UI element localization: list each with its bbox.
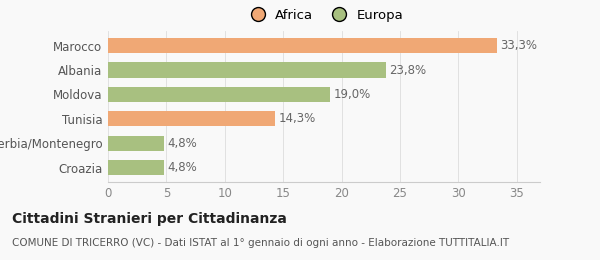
Legend: Africa, Europa: Africa, Europa bbox=[245, 9, 403, 22]
Bar bbox=[108, 62, 386, 77]
Text: 4,8%: 4,8% bbox=[167, 137, 197, 150]
Text: 33,3%: 33,3% bbox=[500, 39, 538, 52]
Text: COMUNE DI TRICERRO (VC) - Dati ISTAT al 1° gennaio di ogni anno - Elaborazione T: COMUNE DI TRICERRO (VC) - Dati ISTAT al … bbox=[12, 238, 509, 248]
Bar bbox=[108, 136, 164, 151]
Text: 19,0%: 19,0% bbox=[334, 88, 371, 101]
Bar bbox=[108, 87, 330, 102]
Bar bbox=[108, 160, 164, 175]
Text: Cittadini Stranieri per Cittadinanza: Cittadini Stranieri per Cittadinanza bbox=[12, 212, 287, 226]
Text: 14,3%: 14,3% bbox=[278, 112, 316, 125]
Bar bbox=[108, 111, 275, 126]
Text: 23,8%: 23,8% bbox=[389, 63, 427, 76]
Bar bbox=[108, 38, 497, 53]
Text: 4,8%: 4,8% bbox=[167, 161, 197, 174]
